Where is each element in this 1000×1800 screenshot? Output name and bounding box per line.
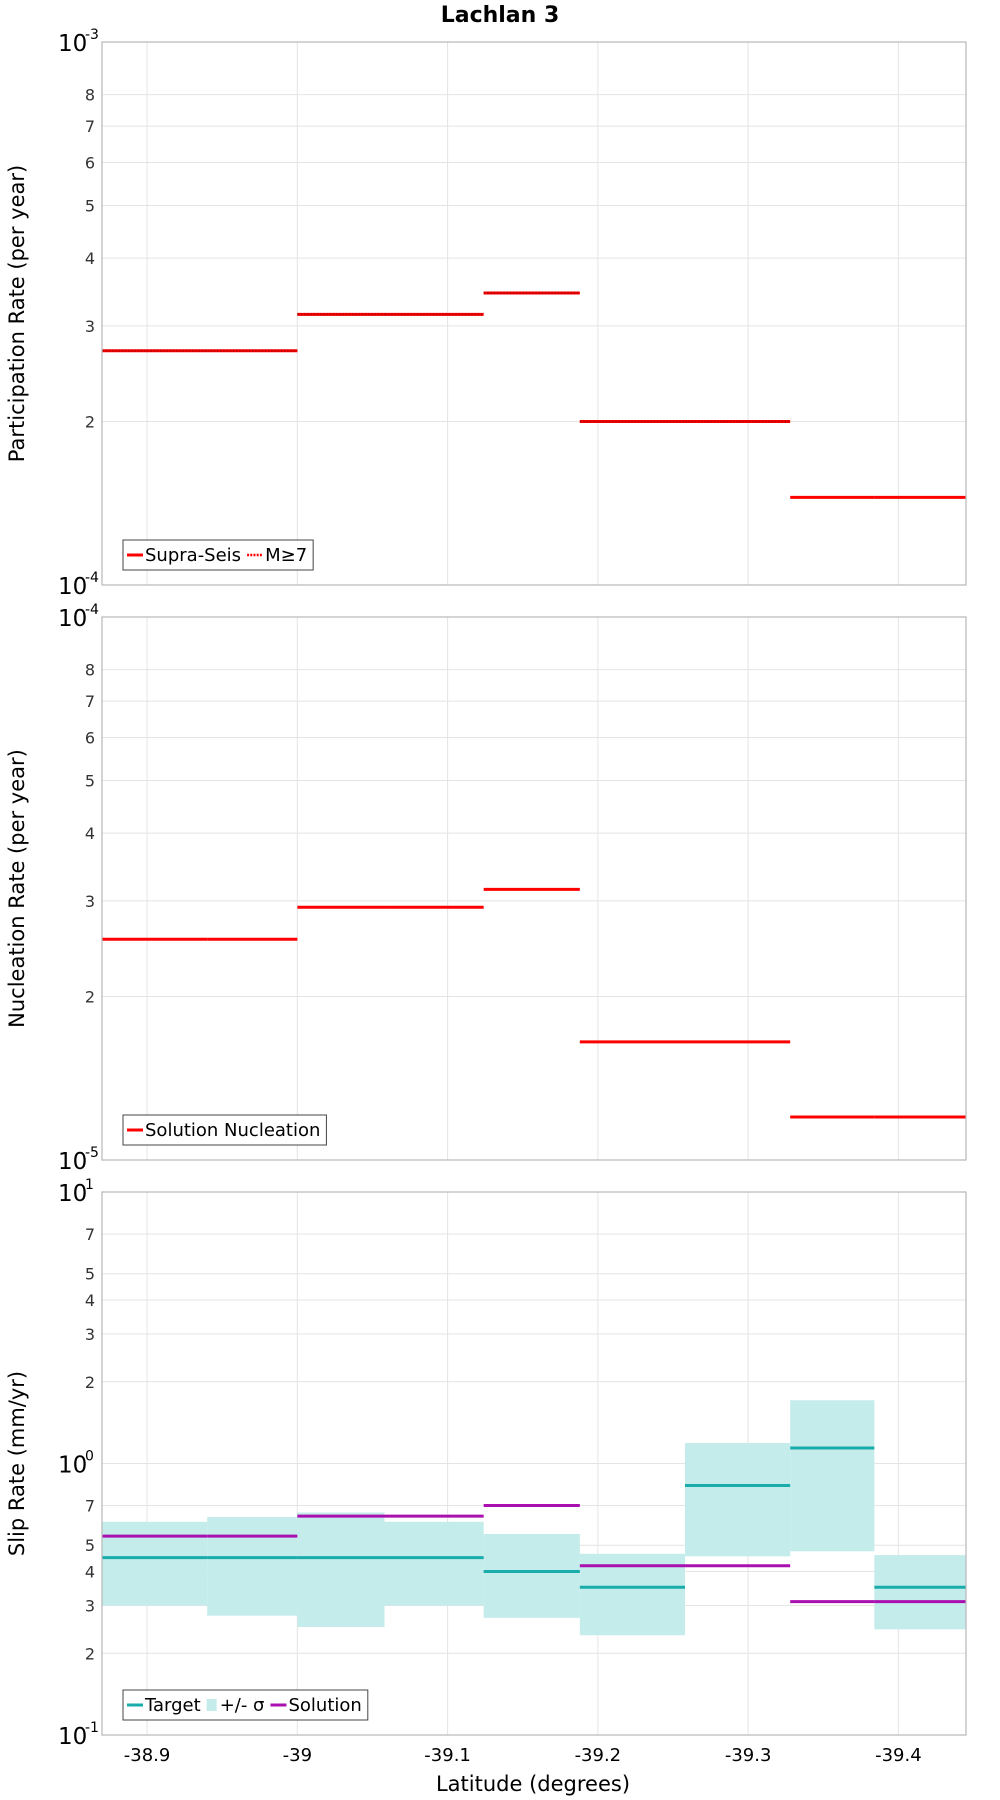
x-tick-label: -39.3 bbox=[725, 1745, 772, 1766]
y-tick-label: 3 bbox=[85, 317, 95, 336]
y-tick-label: 7 bbox=[85, 1225, 95, 1244]
legend-label: Solution bbox=[288, 1695, 361, 1716]
y-tick-label: 5 bbox=[85, 771, 95, 790]
y-decade-exponent: 0 bbox=[85, 1449, 94, 1465]
y-decade-exponent: -1 bbox=[85, 1720, 99, 1736]
series-supra-seis bbox=[102, 291, 966, 499]
y-tick-label: 4 bbox=[85, 824, 95, 843]
legend-label: +/- σ bbox=[220, 1695, 265, 1716]
y-tick-label: 7 bbox=[85, 692, 95, 711]
y-tick-label: 3 bbox=[85, 1325, 95, 1344]
y-decade-exponent: -3 bbox=[85, 27, 99, 43]
y-tick-label: 2 bbox=[85, 413, 95, 432]
sigma-band bbox=[790, 1400, 875, 1552]
y-decade-label: 10 bbox=[58, 574, 87, 600]
y-decade-label: 10 bbox=[58, 31, 87, 57]
sigma-band bbox=[384, 1521, 484, 1606]
y-tick-label: 6 bbox=[85, 153, 95, 172]
y-decade-exponent: 1 bbox=[85, 1177, 94, 1193]
series-solution bbox=[102, 1504, 966, 1604]
y-tick-label: 4 bbox=[85, 1563, 95, 1582]
y-axis-label: Slip Rate (mm/yr) bbox=[5, 1371, 29, 1556]
y-tick-label: 5 bbox=[85, 196, 95, 215]
sigma-band bbox=[297, 1512, 385, 1627]
series-target bbox=[102, 1446, 966, 1589]
sigma-band bbox=[483, 1533, 580, 1618]
legend: Target +/- σ Solution bbox=[122, 1689, 369, 1721]
y-tick-label: 3 bbox=[85, 892, 95, 911]
legend: Supra-Seis M≥7 bbox=[122, 539, 314, 571]
y-tick-label: 5 bbox=[85, 1536, 95, 1555]
y-tick-label: 3 bbox=[85, 1596, 95, 1615]
legend-label: M≥7 bbox=[265, 545, 307, 566]
y-decade-label: 10 bbox=[58, 606, 87, 632]
y-decade-label: 10 bbox=[58, 1149, 87, 1175]
y-tick-label: 8 bbox=[85, 661, 95, 680]
sigma-band bbox=[579, 1553, 686, 1636]
sigma-band bbox=[685, 1442, 791, 1557]
y-tick-label: 4 bbox=[85, 1291, 95, 1310]
sigma-band bbox=[207, 1517, 298, 1616]
x-axis-label: Latitude (degrees) bbox=[436, 1772, 630, 1796]
y-tick-label: 7 bbox=[85, 117, 95, 136]
x-tick-label: -38.9 bbox=[124, 1745, 171, 1766]
legend-box bbox=[122, 539, 314, 571]
x-axis: -38.9 -39 -39.1 -39.2 -39.3 -39.4 bbox=[124, 1745, 922, 1766]
y-decade-label: 10 bbox=[58, 1453, 87, 1479]
series-solution-nucleation bbox=[102, 887, 966, 1119]
y-decade-exponent: -4 bbox=[85, 602, 99, 618]
legend-swatch bbox=[206, 1699, 217, 1711]
x-tick-label: -39.4 bbox=[875, 1745, 922, 1766]
legend-label: Target bbox=[144, 1695, 201, 1716]
y-axis-label: Participation Rate (per year) bbox=[5, 165, 29, 462]
plot-frame bbox=[101, 1191, 967, 1736]
y-tick-label: 5 bbox=[85, 1265, 95, 1284]
x-tick-label: -39 bbox=[283, 1745, 312, 1766]
sigma-band bbox=[874, 1555, 966, 1630]
y-tick-label: 2 bbox=[85, 1644, 95, 1663]
y-tick-label: 2 bbox=[85, 988, 95, 1007]
series-m-7 bbox=[102, 291, 791, 423]
y-decade-exponent: -4 bbox=[85, 570, 99, 586]
chart-title: Lachlan 3 bbox=[441, 3, 560, 28]
y-decade-label: 10 bbox=[58, 1181, 87, 1207]
y-decade-exponent: -5 bbox=[85, 1145, 99, 1161]
y-tick-label: 7 bbox=[85, 1497, 95, 1516]
y-tick-label: 8 bbox=[85, 86, 95, 105]
legend-label: Supra-Seis bbox=[145, 545, 241, 566]
y-tick-label: 2 bbox=[85, 1373, 95, 1392]
gridlines bbox=[102, 41, 966, 586]
legend: Solution Nucleation bbox=[122, 1114, 327, 1146]
y-tick-label: 6 bbox=[85, 728, 95, 747]
y-decade-label: 10 bbox=[58, 1724, 87, 1750]
sigma-band bbox=[102, 1521, 208, 1606]
sigma-bands bbox=[102, 1400, 966, 1636]
y-axis-label: Nucleation Rate (per year) bbox=[5, 749, 29, 1028]
legend-label: Solution Nucleation bbox=[145, 1120, 320, 1141]
x-tick-label: -39.1 bbox=[424, 1745, 471, 1766]
plot-frame bbox=[101, 616, 967, 1161]
x-tick-label: -39.2 bbox=[575, 1745, 622, 1766]
plot-frame bbox=[101, 41, 967, 586]
legend-box bbox=[122, 1114, 327, 1146]
y-tick-label: 4 bbox=[85, 249, 95, 268]
legend-box bbox=[122, 1689, 369, 1721]
